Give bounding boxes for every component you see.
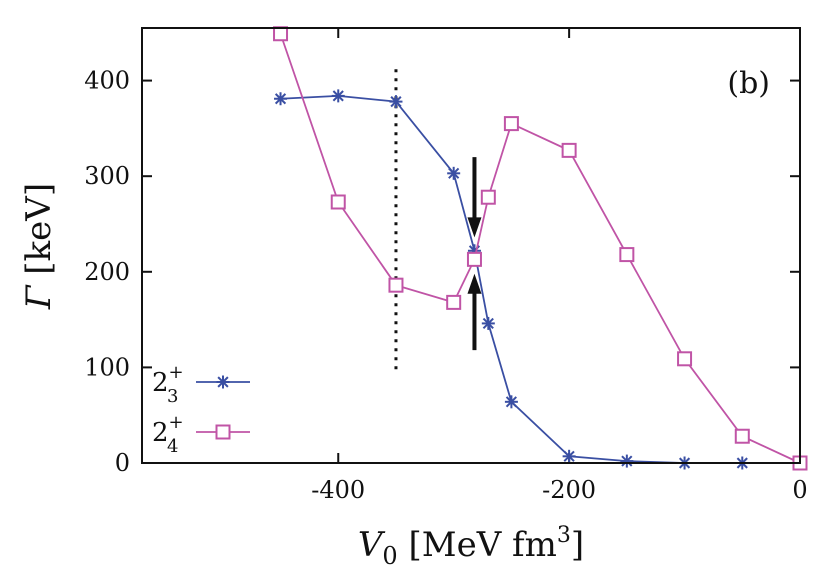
tick-marks <box>142 28 801 464</box>
data-point-24 <box>619 247 635 263</box>
plot-frame <box>141 27 801 464</box>
legend-label-sup: + <box>169 362 184 383</box>
y-axis-unit: [keV] <box>19 183 59 286</box>
legend-label-sub: 3 <box>167 386 178 407</box>
data-point-24 <box>734 428 750 444</box>
arrow-head <box>467 273 482 294</box>
x-axis-unit: [MeV fm <box>398 525 557 565</box>
y-axis-title: Γ [keV] <box>19 183 59 310</box>
data-point-24 <box>480 189 496 205</box>
data-point-23 <box>274 92 288 106</box>
legend-label-23: 2+ 3 <box>152 362 184 407</box>
data-point-23 <box>331 89 345 103</box>
data-point-24 <box>273 26 289 42</box>
legend-label-base: 2 <box>152 368 169 398</box>
data-point-24 <box>466 251 482 267</box>
legend: 2+ 32+ 4 <box>152 362 250 457</box>
y-tick-label: 200 <box>84 258 130 286</box>
data-point-23 <box>504 395 518 409</box>
legend-marker-23 <box>216 375 230 389</box>
data-point-24 <box>446 294 462 310</box>
asterisk-stroke <box>390 96 402 108</box>
y-tick-label: 300 <box>84 162 130 190</box>
data-point-24 <box>561 142 577 158</box>
asterisk-stroke <box>505 396 517 408</box>
y-axis-symbol: Γ <box>19 284 59 310</box>
data-point-24 <box>388 277 404 293</box>
x-axis-subscript: 0 <box>382 542 397 570</box>
data-point-24 <box>677 351 693 367</box>
legend-label-base: 2 <box>152 418 169 448</box>
data-point-23 <box>620 454 634 468</box>
asterisk-stroke <box>217 376 229 388</box>
x-axis-title: V0 [MeV fm3] <box>358 523 584 570</box>
x-tick-label: -200 <box>542 476 596 504</box>
x-tick-label: -400 <box>311 476 365 504</box>
legend-label-24: 2+ 4 <box>152 412 184 457</box>
annotations <box>394 63 482 370</box>
x-axis-symbol: V <box>358 525 386 565</box>
asterisk-stroke <box>621 455 633 467</box>
data-point-23 <box>447 166 461 180</box>
tick-labels: -400 -200 0 0 100 200 300 400 <box>84 67 807 504</box>
arrow-head <box>467 217 482 238</box>
x-tick-label: 0 <box>792 476 807 504</box>
asterisk-stroke <box>448 167 460 179</box>
data-point-24 <box>330 194 346 210</box>
y-tick-label: 0 <box>115 449 130 477</box>
legend-label-sup: + <box>169 412 184 433</box>
data-point-23 <box>562 449 576 463</box>
data-point-23 <box>389 95 403 109</box>
legend-label-sub: 4 <box>167 436 178 457</box>
y-tick-label: 400 <box>84 67 130 95</box>
x-axis-unit-sup: 3 <box>557 523 571 548</box>
x-axis-unit-close: ] <box>571 525 584 565</box>
legend-marker-24 <box>215 424 231 440</box>
asterisk-stroke <box>563 450 575 462</box>
panel-label: (b) <box>727 66 770 101</box>
data-point-23 <box>481 316 495 330</box>
asterisk-stroke <box>274 93 287 105</box>
series-line-24 <box>279 33 801 464</box>
data-point-24 <box>503 116 519 132</box>
y-tick-label: 100 <box>84 353 130 381</box>
asterisk-stroke <box>332 90 344 102</box>
asterisk-stroke <box>482 317 494 329</box>
